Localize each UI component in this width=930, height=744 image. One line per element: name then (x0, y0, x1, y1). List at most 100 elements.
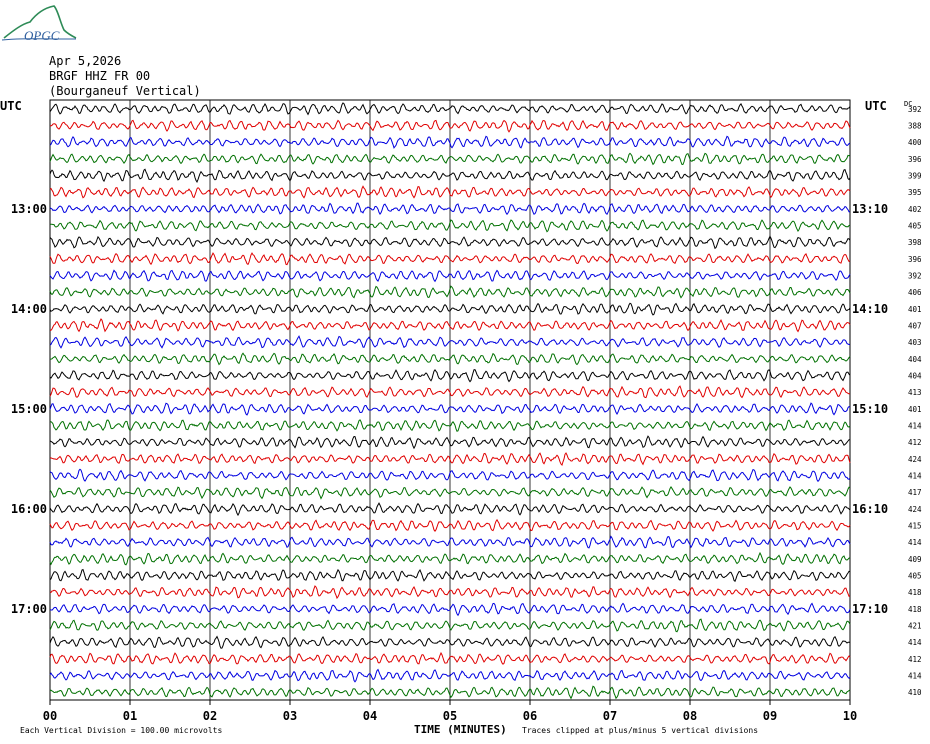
dc-offset-value: 396 (908, 255, 922, 264)
dc-offset-value: 402 (908, 205, 922, 214)
footer-right-note: Traces clipped at plus/minus 5 vertical … (522, 726, 758, 735)
trace-line (49, 185, 851, 199)
x-tick-label: 04 (363, 709, 377, 723)
trace-line (49, 435, 851, 450)
dc-offset-value: 395 (908, 188, 922, 197)
dc-offset-value: 388 (908, 122, 922, 131)
x-tick-label: 10 (843, 709, 857, 723)
dc-offset-value: 414 (908, 472, 922, 481)
trace-line (49, 369, 851, 383)
trace-line (49, 635, 851, 649)
trace-line (49, 551, 851, 566)
trace-line (49, 219, 851, 233)
trace-line (49, 602, 851, 617)
dc-offset-value: 421 (908, 622, 922, 631)
trace-line (49, 285, 851, 299)
x-tick-label: 03 (283, 709, 297, 723)
header-station: BRGF HHZ FR 00 (49, 69, 151, 83)
dc-offset-value: 406 (908, 288, 922, 297)
trace-line (49, 419, 851, 432)
dc-offset-value: 399 (908, 172, 922, 181)
x-tick-label: 00 (43, 709, 57, 723)
dc-offset-value: 404 (908, 355, 922, 364)
opgc-logo-text: OPGC (24, 28, 60, 43)
dc-offset-value: 392 (908, 272, 922, 281)
dc-offset-value: 417 (908, 488, 922, 497)
footer-left-note: Each Vertical Division = 100.00 microvol… (20, 726, 222, 735)
dc-offset-value: 414 (908, 422, 922, 431)
x-tick-label: 07 (603, 709, 617, 723)
trace-line (49, 269, 851, 283)
dc-offset-value: 414 (908, 672, 922, 681)
trace-line (49, 568, 851, 583)
trace-line (49, 618, 851, 633)
dc-offset-value: 418 (908, 588, 922, 597)
left-hour-label: 14:00 (11, 302, 47, 316)
trace-line (49, 352, 851, 366)
dc-offset-value: 405 (908, 222, 922, 231)
dc-offset-value: 415 (908, 522, 922, 531)
dc-offset-value: 418 (908, 605, 922, 614)
trace-line (49, 335, 851, 349)
dc-offset-value: 407 (908, 322, 922, 331)
vertical-grid (129, 100, 771, 700)
dc-offset-value: 414 (908, 638, 922, 647)
trace-line (49, 502, 851, 517)
traces (49, 102, 851, 700)
right-utc-label: UTC (865, 99, 887, 113)
trace-line (49, 152, 851, 166)
trace-line (49, 135, 851, 149)
trace-line (49, 452, 851, 467)
x-tick-label: 02 (203, 709, 217, 723)
trace-line (49, 668, 851, 683)
right-hour-label: 13:10 (852, 202, 888, 216)
header-location: (Bourganeuf Vertical) (49, 84, 201, 98)
right-hour-label: 15:10 (852, 402, 888, 416)
dc-offset-value: 401 (908, 405, 922, 414)
dc-offset-value: 410 (908, 688, 922, 697)
dc-offset-value: 412 (908, 655, 922, 664)
x-tick-label: 09 (763, 709, 777, 723)
trace-line (49, 651, 851, 665)
right-hour-label: 14:10 (852, 302, 888, 316)
trace-line (49, 385, 851, 399)
header-date: Apr 5,2026 (49, 54, 122, 68)
dc-offset-value: 400 (908, 138, 922, 147)
trace-line (49, 535, 851, 549)
trace-line (49, 318, 851, 333)
trace-line (49, 468, 851, 483)
dc-offset-value: 403 (908, 338, 922, 347)
dc-offset-value: 424 (908, 505, 922, 514)
trace-line (49, 402, 851, 416)
hour-labels: 13:00 14:00 15:00 16:00 17:00 13:10 14:10 15:10… (11, 202, 888, 616)
trace-line (49, 302, 851, 316)
left-hour-label: 17:00 (11, 602, 47, 616)
dc-offset-value: 401 (908, 305, 922, 314)
right-hour-label: 16:10 (852, 502, 888, 516)
x-axis-ticks: 00 01 02 03 04 05 06 07 08 09 10 (43, 700, 857, 723)
left-hour-label: 16:00 (11, 502, 47, 516)
left-utc-label: UTC (0, 99, 22, 113)
dc-offset-value: 392 (908, 105, 922, 114)
dc-offset-value: 404 (908, 372, 922, 381)
trace-line (49, 486, 851, 500)
right-hour-label: 17:10 (852, 602, 888, 616)
dc-offset-value: 398 (908, 238, 922, 247)
trace-line (49, 202, 851, 216)
dc-offset-value: 413 (908, 388, 922, 397)
dc-offset-value: 424 (908, 455, 922, 464)
trace-line (49, 685, 851, 700)
trace-line (49, 235, 851, 250)
trace-line (49, 119, 851, 133)
x-tick-label: 08 (683, 709, 697, 723)
dc-offset-value: 405 (908, 572, 922, 581)
x-tick-label: 01 (123, 709, 137, 723)
trace-line (49, 518, 851, 533)
x-tick-label: 06 (523, 709, 537, 723)
left-hour-label: 15:00 (11, 402, 47, 416)
dc-offset-value: 396 (908, 155, 922, 164)
dc-offset-value: 409 (908, 555, 922, 564)
x-tick-label: 05 (443, 709, 457, 723)
dc-offset-value: 412 (908, 438, 922, 447)
